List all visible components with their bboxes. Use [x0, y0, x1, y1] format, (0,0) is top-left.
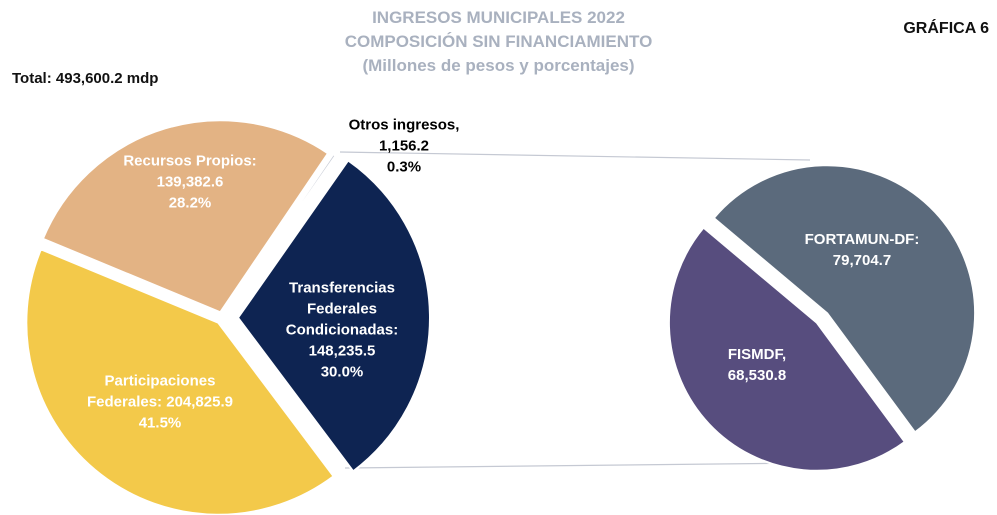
pie-slice — [236, 159, 431, 473]
pie-slice — [712, 164, 977, 434]
data-label: Recursos Propios: 139,382.6 28.2% — [105, 151, 275, 214]
pie-slice — [224, 152, 337, 314]
category-label: Recursos Propios: — [123, 152, 257, 170]
category-label: Participaciones Federales: — [87, 372, 216, 411]
percentage-label: 41.5% — [138, 414, 182, 432]
value-label: 204,825.9 — [166, 393, 233, 411]
unit-note: (Millones de pesos y porcentajes) — [362, 56, 635, 75]
category-label: Otros ingresos, — [348, 116, 460, 134]
chart-title-block: INGRESOS MUNICIPALES 2022 COMPOSICIÓN SI… — [0, 6, 997, 78]
value-label: 148,235.5 — [308, 342, 376, 360]
chart-subtitle: COMPOSICIÓN SIN FINANCIAMIENTO — [344, 32, 653, 51]
category-label: Transferencias Federales Condicionadas: — [285, 279, 399, 339]
value-label: 139,382.6 — [156, 173, 224, 191]
data-label: Transferencias Federales Condicionadas: 1… — [267, 278, 417, 383]
percentage-label: 30.0% — [320, 363, 364, 381]
percentage-label: 0.3% — [386, 158, 422, 176]
percentage-label: 28.2% — [168, 194, 212, 212]
pie-slice — [41, 119, 330, 314]
value-label: 1,156.2 — [378, 137, 430, 155]
data-label: FORTAMUN-DF: 79,704.7 — [777, 229, 947, 271]
data-label: Otros ingresos, 1,156.2 0.3% — [329, 115, 479, 178]
data-label: Participaciones Federales: 204,825.9 41.5… — [73, 371, 248, 434]
connector-line — [339, 151, 811, 161]
value-label: 68,530.8 — [727, 367, 787, 384]
connector-line — [344, 462, 811, 469]
total-label: Total: 493,600.2 mdp — [12, 70, 159, 87]
category-label: FISMDF, — [727, 346, 787, 363]
pie-slice — [667, 226, 907, 472]
category-label: FORTAMUN-DF: — [804, 231, 920, 248]
data-label: FISMDF, 68,530.8 — [697, 344, 817, 386]
pie-slice — [25, 247, 335, 515]
chart-title: INGRESOS MUNICIPALES 2022 — [372, 8, 625, 27]
value-label: 79,704.7 — [832, 252, 892, 269]
chart-number: GRÁFICA 6 — [903, 20, 989, 37]
